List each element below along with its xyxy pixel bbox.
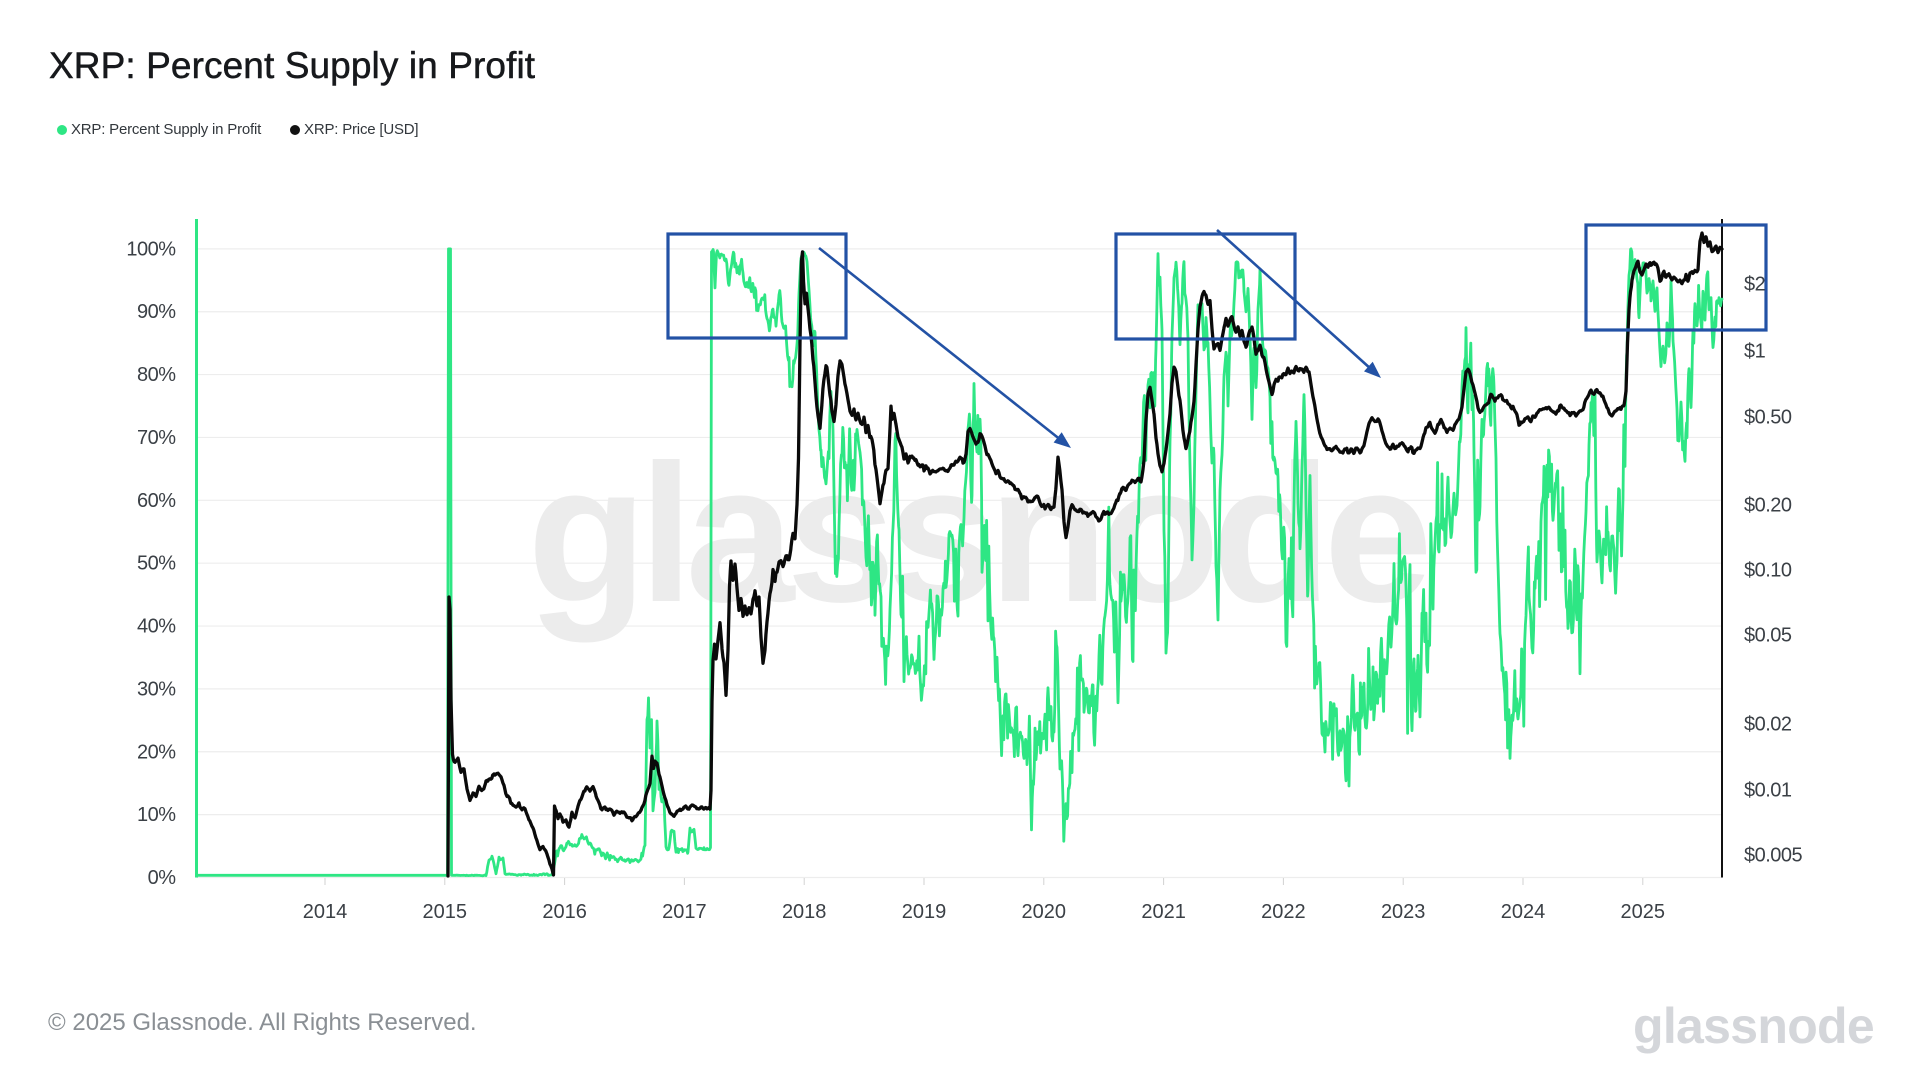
svg-text:$0.10: $0.10 (1744, 560, 1792, 582)
svg-text:2021: 2021 (1141, 901, 1186, 923)
svg-text:2017: 2017 (662, 901, 707, 923)
svg-text:10%: 10% (137, 804, 176, 826)
svg-text:$0.02: $0.02 (1744, 714, 1792, 736)
svg-text:2024: 2024 (1501, 901, 1546, 923)
svg-text:100%: 100% (126, 238, 176, 260)
svg-text:2015: 2015 (423, 901, 468, 923)
svg-text:2023: 2023 (1381, 901, 1426, 923)
svg-text:2018: 2018 (782, 901, 827, 923)
svg-text:2020: 2020 (1022, 901, 1067, 923)
svg-text:$2: $2 (1744, 274, 1766, 296)
svg-text:40%: 40% (137, 616, 176, 638)
svg-text:0%: 0% (148, 867, 177, 889)
svg-text:20%: 20% (137, 741, 176, 763)
svg-text:2025: 2025 (1621, 901, 1666, 923)
svg-text:2022: 2022 (1261, 901, 1306, 923)
svg-text:$0.05: $0.05 (1744, 625, 1792, 647)
svg-text:30%: 30% (137, 678, 176, 700)
svg-text:80%: 80% (137, 364, 176, 386)
svg-text:$0.50: $0.50 (1744, 407, 1792, 429)
svg-text:2019: 2019 (902, 901, 947, 923)
svg-text:$0.01: $0.01 (1744, 780, 1792, 802)
svg-text:50%: 50% (137, 553, 176, 575)
svg-text:2016: 2016 (542, 901, 587, 923)
svg-text:$1: $1 (1744, 341, 1766, 363)
svg-text:60%: 60% (137, 490, 176, 512)
svg-text:$0.005: $0.005 (1744, 845, 1803, 867)
svg-text:90%: 90% (137, 301, 176, 323)
svg-text:70%: 70% (137, 427, 176, 449)
svg-text:$0.20: $0.20 (1744, 495, 1792, 517)
svg-text:2014: 2014 (303, 901, 348, 923)
